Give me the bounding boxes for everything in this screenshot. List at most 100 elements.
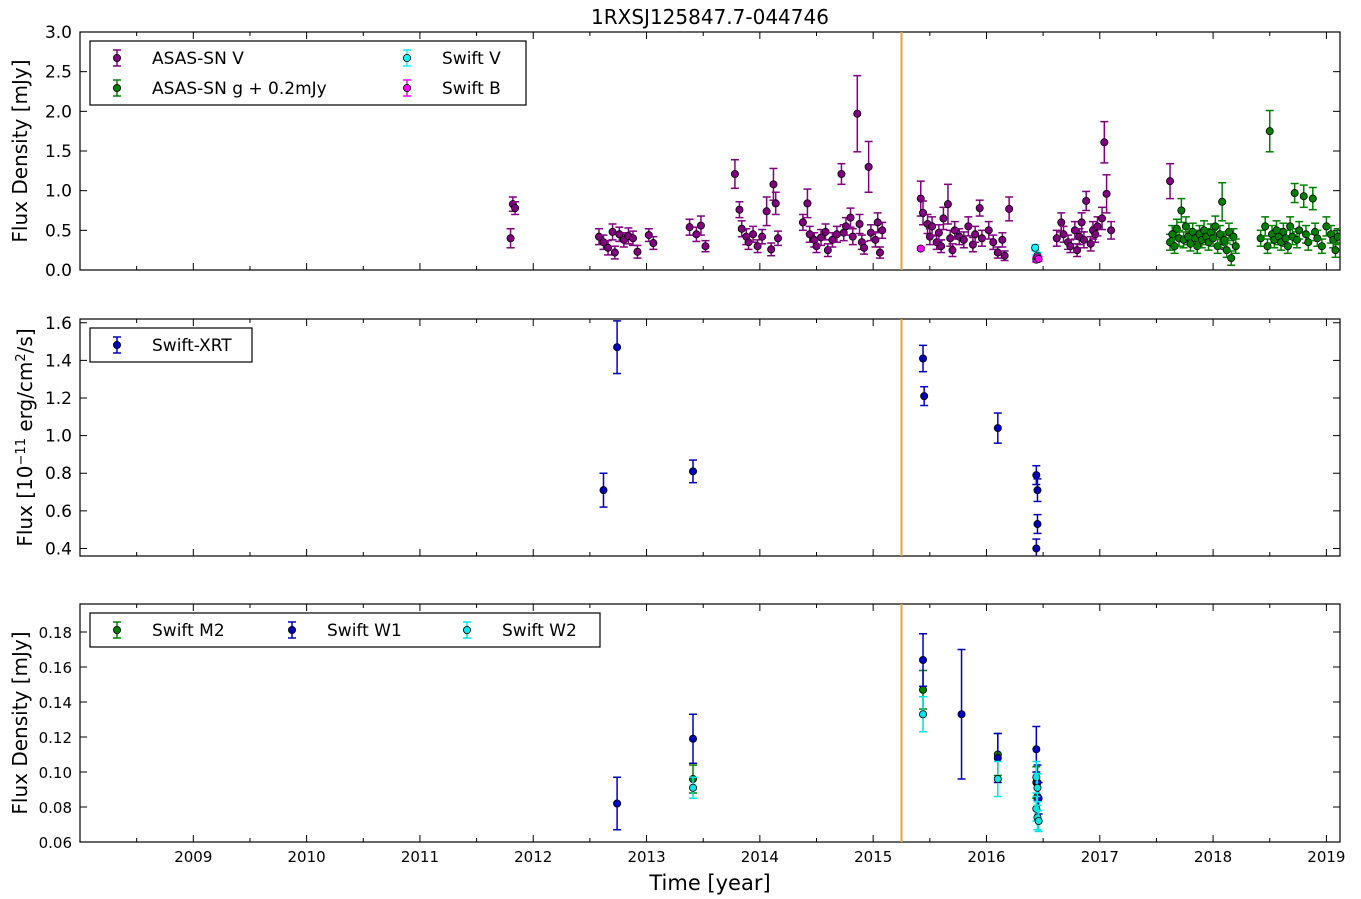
data-point bbox=[799, 219, 806, 226]
legend-marker bbox=[403, 84, 410, 91]
y-tick-label: 0.4 bbox=[45, 539, 72, 559]
data-point bbox=[1309, 195, 1316, 202]
data-point bbox=[604, 244, 611, 251]
data-point bbox=[689, 468, 696, 475]
data-point bbox=[1080, 236, 1087, 243]
data-point bbox=[650, 239, 657, 246]
data-point bbox=[994, 775, 1001, 782]
data-point bbox=[1223, 247, 1230, 254]
data-point bbox=[600, 487, 607, 494]
data-point bbox=[849, 233, 856, 240]
data-point bbox=[994, 249, 1001, 256]
y-tick-label: 1.5 bbox=[45, 142, 72, 162]
data-point bbox=[1300, 193, 1307, 200]
data-point bbox=[763, 208, 770, 215]
data-point bbox=[960, 236, 967, 243]
data-point bbox=[990, 239, 997, 246]
y-tick-label: 1.2 bbox=[45, 389, 72, 409]
y-tick-label: 2.0 bbox=[45, 102, 72, 122]
panel-3: 0.060.080.100.120.140.160.182009 2010 2011… bbox=[8, 604, 1345, 866]
data-point bbox=[1219, 198, 1226, 205]
data-point bbox=[1034, 520, 1041, 527]
data-point bbox=[965, 223, 972, 230]
series-swift-w2 bbox=[689, 697, 1043, 832]
data-point bbox=[972, 231, 979, 238]
data-point bbox=[1033, 774, 1040, 781]
x-tick-label: 2018 bbox=[1194, 848, 1232, 866]
data-point bbox=[613, 800, 620, 807]
data-point bbox=[731, 170, 738, 177]
y-axis-label: Flux Density [mJy] bbox=[8, 59, 32, 242]
data-point bbox=[645, 231, 652, 238]
data-point bbox=[689, 784, 696, 791]
plot-frame bbox=[80, 319, 1340, 556]
legend-label: Swift W1 bbox=[327, 621, 402, 641]
data-point bbox=[512, 205, 519, 212]
y-tick-label: 0.12 bbox=[39, 729, 72, 747]
data-point bbox=[917, 245, 924, 252]
data-point bbox=[838, 170, 845, 177]
y-tick-label: 1.0 bbox=[45, 427, 72, 447]
y-tick-label: 0.8 bbox=[45, 464, 72, 484]
data-point bbox=[1032, 244, 1039, 251]
data-point bbox=[947, 235, 954, 242]
legend-marker bbox=[113, 341, 120, 348]
data-point bbox=[951, 227, 958, 234]
x-tick-label: 2019 bbox=[1307, 848, 1345, 866]
data-point bbox=[949, 247, 956, 254]
data-point bbox=[847, 214, 854, 221]
data-point bbox=[1033, 746, 1040, 753]
legend: ASAS-SN V ASAS-SN g + 0.2mJy Swift V Swift … bbox=[90, 41, 526, 105]
series-swift-m2 bbox=[689, 671, 1041, 811]
data-point bbox=[1166, 178, 1173, 185]
data-point bbox=[749, 231, 756, 238]
y-tick-label: 0.14 bbox=[39, 694, 72, 712]
data-point bbox=[921, 393, 928, 400]
y-tick-label: 0.18 bbox=[39, 624, 72, 642]
panels: 0.00.51.01.52.02.53.0Flux Density [mJy]A… bbox=[8, 23, 1345, 866]
data-point bbox=[1318, 243, 1325, 250]
data-point bbox=[1323, 223, 1330, 230]
series-swift-b bbox=[917, 245, 1043, 263]
data-point bbox=[1006, 205, 1013, 212]
legend-label: ASAS-SN g + 0.2mJy bbox=[152, 79, 327, 99]
legend-label: ASAS-SN V bbox=[152, 49, 244, 69]
data-point bbox=[842, 223, 849, 230]
data-point bbox=[1074, 247, 1081, 254]
data-point bbox=[919, 656, 926, 663]
y-tick-label: 1.0 bbox=[45, 182, 72, 202]
data-point bbox=[833, 231, 840, 238]
y-tick-label: 0.08 bbox=[39, 799, 72, 817]
data-point bbox=[856, 220, 863, 227]
data-point bbox=[697, 222, 704, 229]
chart-title: 1RXSJ125847.7-044746 bbox=[591, 5, 829, 29]
legend-marker bbox=[113, 54, 120, 61]
data-point bbox=[938, 243, 945, 250]
data-point bbox=[1035, 255, 1042, 262]
data-point bbox=[1083, 197, 1090, 204]
data-point bbox=[1060, 231, 1067, 238]
data-point bbox=[879, 227, 886, 234]
data-point bbox=[1108, 227, 1115, 234]
x-tick-label: 2010 bbox=[288, 848, 326, 866]
data-point bbox=[919, 355, 926, 362]
data-point bbox=[613, 344, 620, 351]
legend-marker bbox=[113, 626, 120, 633]
data-point bbox=[978, 235, 985, 242]
data-layer bbox=[507, 76, 1342, 266]
data-point bbox=[1034, 784, 1041, 791]
series-asas-sn-g-0-2mjy bbox=[1166, 111, 1342, 266]
legend-label: Swift V bbox=[442, 49, 501, 69]
x-tick-label: 2017 bbox=[1081, 848, 1119, 866]
data-point bbox=[759, 233, 766, 240]
data-point bbox=[944, 201, 951, 208]
data-point bbox=[1232, 243, 1239, 250]
data-point bbox=[985, 227, 992, 234]
series-swift-w1 bbox=[613, 634, 1043, 830]
x-tick-label: 2013 bbox=[627, 848, 665, 866]
data-point bbox=[770, 181, 777, 188]
data-point bbox=[999, 236, 1006, 243]
data-point bbox=[940, 215, 947, 222]
legend-label: Swift-XRT bbox=[152, 336, 232, 356]
y-axis-label: Flux Density [mJy] bbox=[8, 631, 32, 814]
